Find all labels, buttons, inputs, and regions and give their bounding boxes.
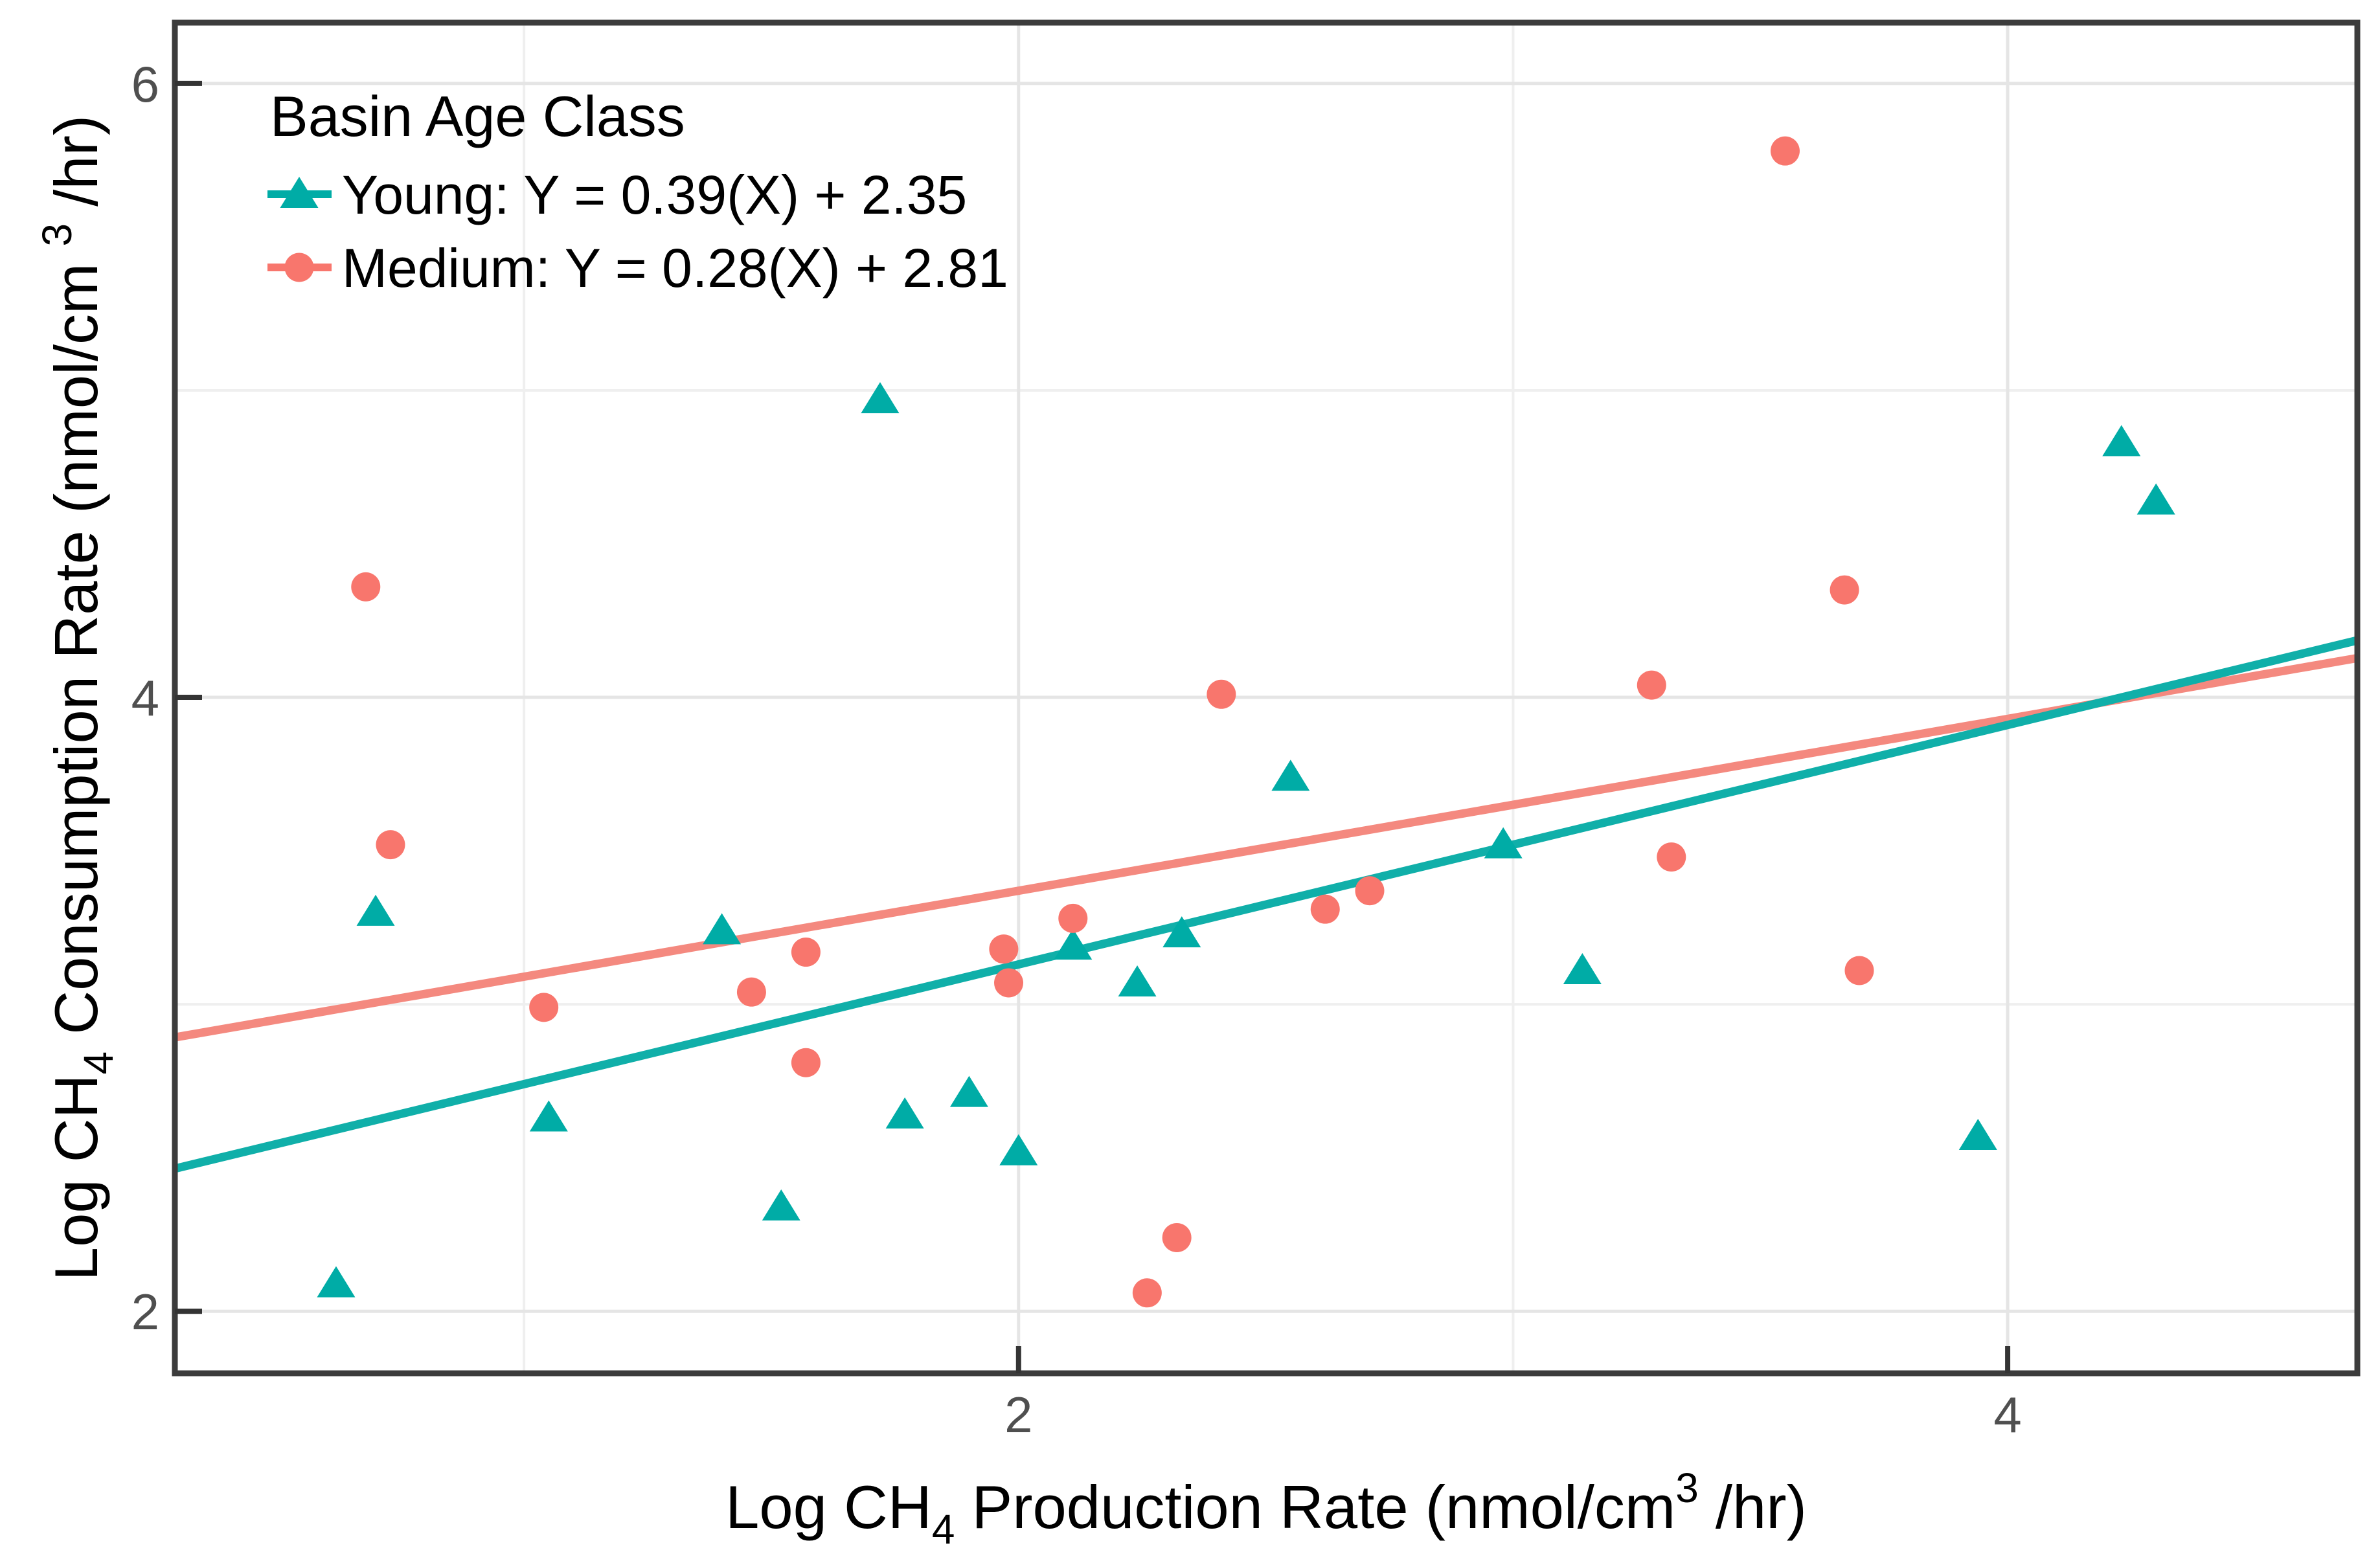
svg-text:2: 2 (1004, 1386, 1032, 1443)
legend-entry-label: Medium: Y = 0.28(X) + 2.81 (342, 238, 1008, 298)
svg-text:6: 6 (131, 56, 159, 113)
data-points (317, 136, 2175, 1308)
legend-entry-medium: Medium: Y = 0.28(X) + 2.81 (267, 238, 1008, 298)
axis-ticks (175, 80, 2011, 1373)
axis-tick-labels: 2 4 2 4 6 (131, 56, 2022, 1443)
trend-line-young (174, 636, 2359, 1173)
legend-entry-label: Young: Y = 0.39(X) + 2.35 (342, 164, 967, 225)
svg-text:4: 4 (1993, 1386, 2021, 1443)
svg-text:2: 2 (131, 1283, 159, 1340)
legend: Basin Age Class Young: Y = 0.39(X) + 2.35… (267, 84, 1008, 298)
trend-line-medium (174, 653, 2359, 1042)
legend-title: Basin Age Class (270, 84, 685, 148)
data-points-medium (351, 136, 1874, 1308)
svg-text:4: 4 (131, 669, 159, 726)
svg-text:Log CH4 Consumption Rate (nmo: Log CH4 Consumption Rate (nmol/cm 3 /hr) (34, 115, 122, 1281)
trend-lines (174, 636, 2359, 1173)
svg-text:Log CH4 Production Rate (nmol: Log CH4 Production Rate (nmol/cm3 /hr) (725, 1465, 1807, 1553)
y-axis-title: Log CH4 Consumption Rate (nmol/cm 3 /hr) (34, 115, 122, 1281)
legend-entry-young: Young: Y = 0.39(X) + 2.35 (267, 164, 967, 225)
x-axis-title: Log CH4 Production Rate (nmol/cm3 /hr) (725, 1465, 1807, 1553)
data-points-young (317, 382, 2175, 1298)
